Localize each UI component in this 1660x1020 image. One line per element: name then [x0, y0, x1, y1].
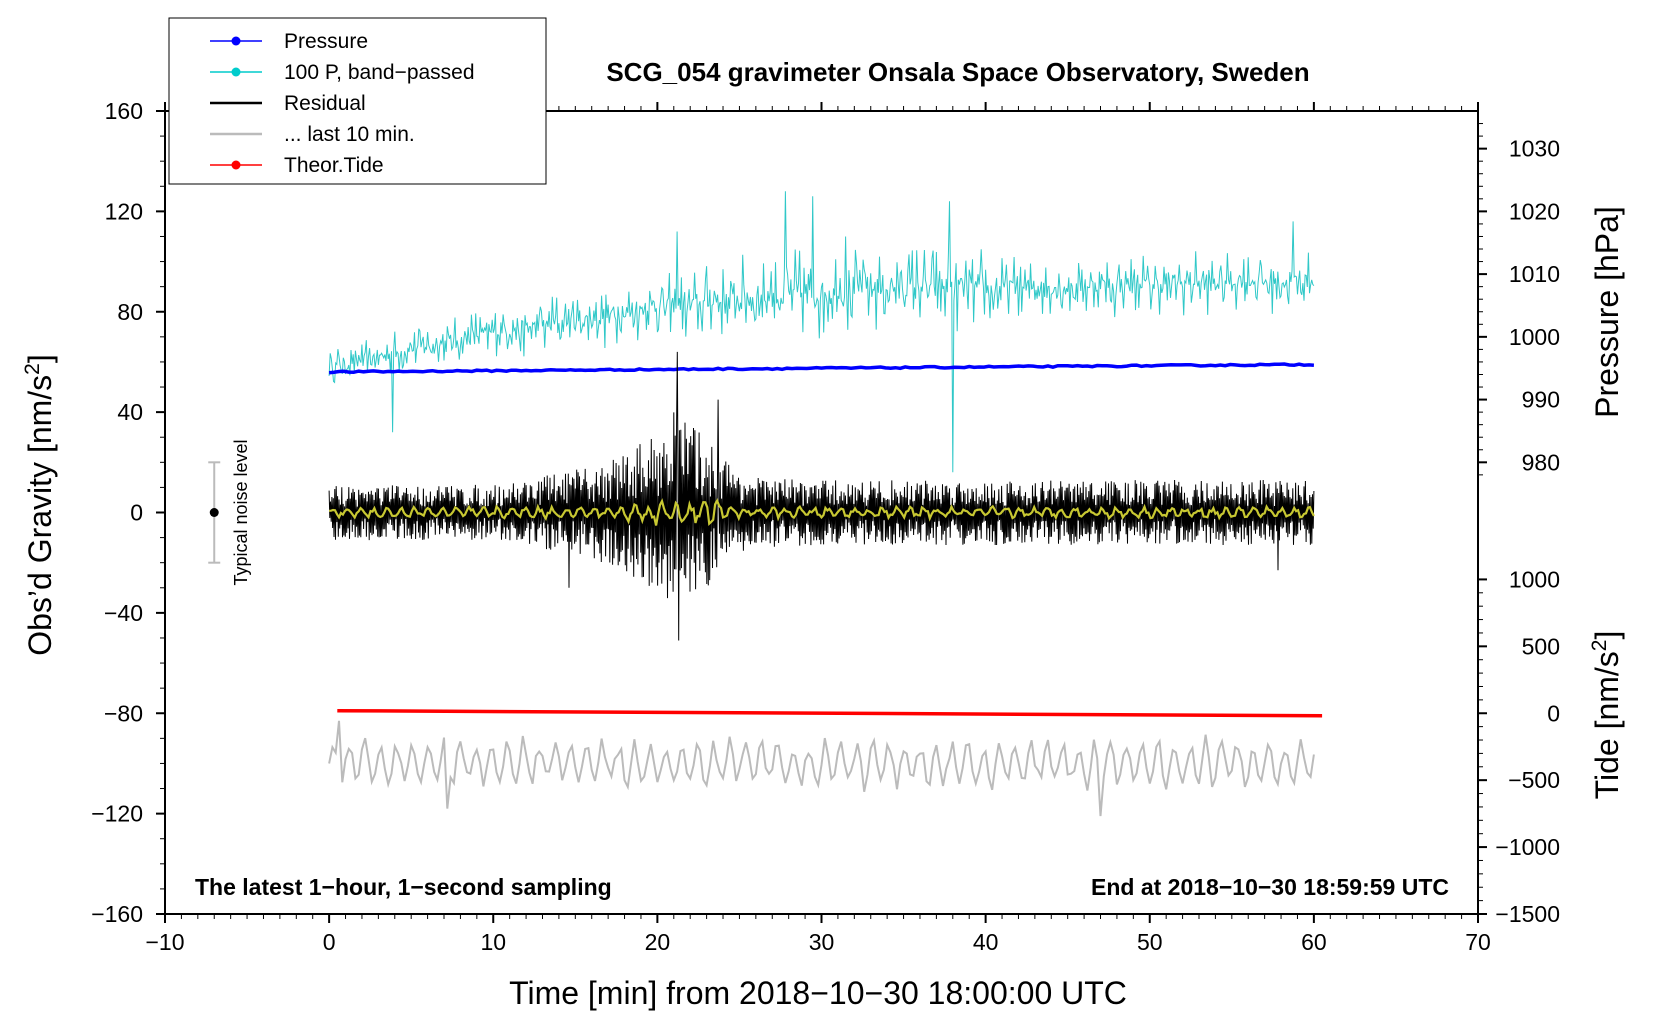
- y-axis-title-left-sup: 2: [21, 363, 44, 375]
- legend-entry: 100 P, band−passed: [210, 61, 475, 84]
- y-tick-label: −120: [91, 801, 143, 827]
- x-tick-label: 30: [809, 929, 835, 955]
- legend-label: 100 P, band−passed: [284, 61, 475, 84]
- x-tick-label: 40: [973, 929, 999, 955]
- y-axis-title-left-main: Obs’d Gravity [nm/s: [22, 375, 58, 656]
- y-axis-title-tide-main: Tide [nm/s: [1589, 651, 1625, 799]
- legend-entry: Theor.Tide: [210, 154, 384, 177]
- series-residual-smoothed: [329, 498, 1315, 527]
- y-tick-label: −80: [104, 700, 143, 726]
- legend-entry: Residual: [210, 92, 366, 115]
- y-axis-title-tide-end: ]: [1589, 631, 1625, 640]
- legend-entry: ... last 10 min.: [210, 123, 415, 146]
- chart-title: SCG_054 gravimeter Onsala Space Observat…: [606, 57, 1309, 87]
- x-tick-label: 60: [1301, 929, 1327, 955]
- note-sampling: The latest 1−hour, 1−second sampling: [195, 874, 612, 900]
- tide-tick-label: 500: [1522, 633, 1560, 659]
- series-layer: [328, 191, 1323, 817]
- y-axis-title-left: Obs’d Gravity [nm/s2]: [21, 354, 58, 656]
- tide-tick-label: 0: [1547, 700, 1560, 726]
- pressure-tick-label: 1030: [1509, 136, 1560, 162]
- legend-marker: [231, 36, 241, 46]
- x-tick-label: −10: [145, 929, 184, 955]
- y-tick-label: 160: [105, 98, 143, 124]
- pressure-tick-label: 980: [1522, 449, 1560, 475]
- y-axis-title-left-end: ]: [22, 354, 58, 363]
- y-axis-title-tide: Tide [nm/s2]: [1588, 631, 1625, 800]
- legend-marker: [231, 67, 241, 77]
- series-pressure-bandpassed: [328, 191, 1315, 473]
- legend: Pressure 100 P, band−passed Residual ... la…: [168, 17, 547, 185]
- y-axis-title-pressure: Pressure [hPa]: [1589, 206, 1625, 418]
- series-pressure: [328, 362, 1315, 375]
- x-tick-label: 0: [323, 929, 336, 955]
- x-tick-label: 50: [1137, 929, 1163, 955]
- legend-label: Pressure: [284, 30, 368, 53]
- noise-level-indicator: Typical noise level: [208, 439, 251, 586]
- y-tick-label: −40: [104, 600, 143, 626]
- y-tick-label: −160: [91, 901, 143, 927]
- axis-ticks: −10 0 10 20 30 40 50 60 70−160−120−80−4004080120…: [91, 98, 1560, 955]
- legend-marker: [231, 160, 241, 170]
- noise-label: Typical noise level: [231, 439, 251, 585]
- y-tick-label: 120: [105, 198, 143, 224]
- x-axis-title: Time [min] from 2018−10−30 18:00:00 UTC: [509, 975, 1127, 1011]
- x-tick-label: 70: [1465, 929, 1491, 955]
- y-tick-label: 40: [117, 399, 143, 425]
- pressure-tick-label: 1000: [1509, 324, 1560, 350]
- x-tick-label: 20: [645, 929, 671, 955]
- tide-tick-label: −1500: [1495, 901, 1560, 927]
- tide-tick-label: −1000: [1495, 834, 1560, 860]
- tide-tick-label: 1000: [1509, 566, 1560, 592]
- series-theoretical-tide: [337, 708, 1323, 718]
- noise-dot: [209, 508, 219, 517]
- pressure-tick-label: 1020: [1509, 198, 1560, 224]
- pressure-tick-label: 990: [1522, 387, 1560, 413]
- legend-entry: Pressure: [210, 30, 368, 53]
- series-last-10-min: [328, 720, 1315, 817]
- y-tick-label: 0: [130, 500, 143, 526]
- legend-box: [168, 17, 547, 185]
- legend-label: ... last 10 min.: [284, 123, 415, 146]
- legend-label: Residual: [284, 92, 366, 115]
- x-tick-label: 10: [480, 929, 506, 955]
- legend-label: Theor.Tide: [284, 154, 384, 177]
- y-tick-label: 80: [117, 299, 143, 325]
- pressure-tick-label: 1010: [1509, 261, 1560, 287]
- y-axis-title-tide-sup: 2: [1588, 640, 1611, 652]
- tide-tick-label: −500: [1508, 767, 1560, 793]
- note-end-time: End at 2018−10−30 18:59:59 UTC: [1091, 874, 1449, 900]
